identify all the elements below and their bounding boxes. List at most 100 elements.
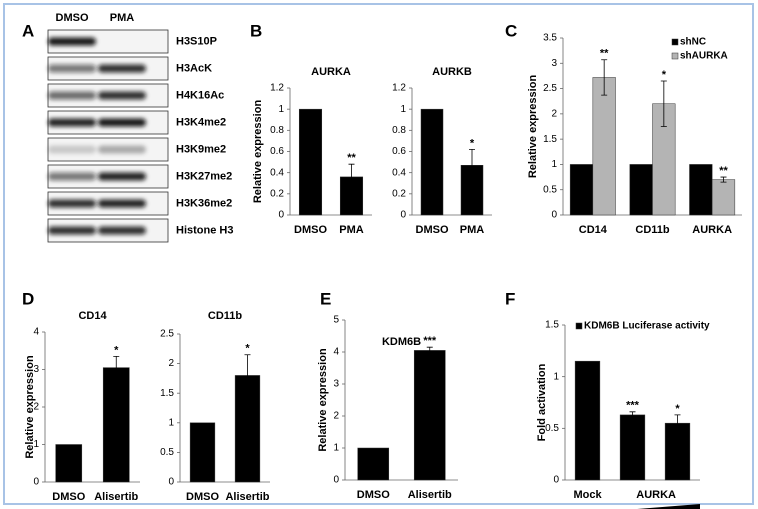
blot-label: H3S10P	[176, 35, 217, 47]
blot-label: Histone H3	[176, 224, 233, 236]
y-tick-label: 0	[278, 210, 284, 221]
blot-bands	[48, 64, 146, 73]
error-bar	[720, 176, 727, 183]
y-tick-label: 1	[278, 104, 284, 115]
blot-label: H3K36me2	[176, 197, 232, 209]
error-bar	[113, 355, 120, 380]
x-tick-label: CD14	[579, 224, 608, 236]
y-tick-label: 2	[168, 358, 174, 369]
blot-label: H3AcK	[176, 62, 212, 74]
blot-band	[98, 64, 146, 73]
y-tick-label: 0.5	[160, 447, 174, 458]
blot-bands	[48, 118, 146, 127]
panel-letter: D	[22, 289, 34, 308]
chart-title: KDM6B	[382, 336, 421, 348]
blot-label: H3K4me2	[176, 116, 226, 128]
y-tick-label: 0.6	[270, 146, 284, 157]
significance: *	[470, 137, 475, 149]
y-tick-label: 0.8	[392, 125, 406, 136]
y-tick-label: 3	[333, 379, 339, 390]
significance: ***	[423, 335, 437, 347]
y-tick-label: 2	[333, 411, 339, 422]
y-tick-label: 1	[333, 443, 339, 454]
x-tick-label: DMSO	[294, 224, 327, 236]
chart-title: AURKA	[311, 66, 351, 78]
blot-bands	[48, 226, 146, 235]
blot-band	[48, 64, 96, 73]
legend-label: shNC	[680, 37, 706, 48]
blot-band	[48, 172, 96, 181]
y-tick-label: 0	[168, 477, 174, 488]
error-bar	[660, 80, 667, 127]
y-tick-label: 5	[333, 315, 339, 326]
error-bar	[674, 414, 681, 432]
y-axis-label: Relative expression	[24, 355, 36, 459]
x-tick-label: AURKA	[692, 224, 732, 236]
blot-bands	[48, 172, 146, 181]
bar	[711, 179, 736, 216]
group-label: AURKA	[636, 489, 676, 501]
blot-band	[48, 118, 96, 127]
y-tick-label: 0.5	[543, 184, 557, 195]
bar	[55, 444, 83, 483]
y-tick-label: 1.5	[160, 388, 174, 399]
y-tick-label: 2	[551, 108, 557, 119]
y-tick-label: 4	[33, 327, 39, 338]
y-tick-label: 0.4	[392, 167, 406, 178]
blot-bands	[48, 37, 96, 46]
y-tick-label: 0.8	[270, 125, 284, 136]
blot-band	[98, 118, 146, 127]
bar	[189, 422, 216, 483]
y-axis-label: Fold activation	[536, 363, 548, 441]
y-tick-label: 1.5	[545, 320, 559, 331]
frame	[3, 3, 754, 505]
significance: *	[245, 343, 250, 355]
blot-label: H3K9me2	[176, 143, 226, 155]
error-bar	[426, 346, 433, 354]
y-tick-label: 1	[400, 104, 406, 115]
y-tick-label: 3	[33, 364, 39, 375]
chart-title: CD11b	[208, 310, 243, 322]
y-tick-label: 0.4	[270, 167, 284, 178]
y-tick-label: 1	[553, 371, 559, 382]
bar	[574, 360, 601, 481]
y-tick-label: 0.5	[545, 423, 559, 434]
significance: **	[347, 152, 356, 164]
x-tick-label: Alisertib	[225, 491, 269, 503]
x-tick-label: DMSO	[52, 491, 85, 503]
bar	[629, 164, 653, 216]
y-tick-label: 0.2	[392, 188, 406, 199]
y-tick-label: 1	[168, 417, 174, 428]
legend-label: shAURKA	[680, 51, 728, 62]
panel-letter: F	[505, 289, 515, 308]
y-tick-label: 0	[400, 210, 406, 221]
y-tick-label: 2	[33, 402, 39, 413]
y-tick-label: 4	[333, 347, 339, 358]
y-tick-label: 3.5	[543, 33, 557, 44]
legend-swatch	[671, 52, 679, 60]
blot-bands	[48, 91, 146, 100]
chart-title: CD14	[78, 310, 107, 322]
dose-wedge	[637, 504, 700, 509]
bar	[592, 77, 616, 216]
blot-band	[48, 37, 96, 46]
bar	[619, 414, 646, 481]
panel-letter: A	[22, 21, 34, 40]
y-tick-label: 1	[551, 159, 557, 170]
y-tick-label: 0.6	[392, 146, 406, 157]
blot-condition: PMA	[110, 12, 135, 24]
y-tick-label: 0	[551, 210, 557, 221]
significance: **	[600, 48, 609, 60]
y-tick-label: 1.2	[270, 83, 284, 94]
x-tick-label: PMA	[339, 224, 364, 236]
blot-band	[48, 91, 96, 100]
panel-letter: C	[505, 21, 517, 40]
blot-band	[98, 172, 146, 181]
bar	[357, 447, 390, 481]
significance: *	[114, 344, 119, 356]
significance: *	[675, 403, 680, 415]
legend-swatch	[575, 322, 583, 330]
chart-title: AURKB	[432, 66, 472, 78]
blot-band	[48, 226, 96, 235]
y-tick-label: 0.2	[270, 188, 284, 199]
